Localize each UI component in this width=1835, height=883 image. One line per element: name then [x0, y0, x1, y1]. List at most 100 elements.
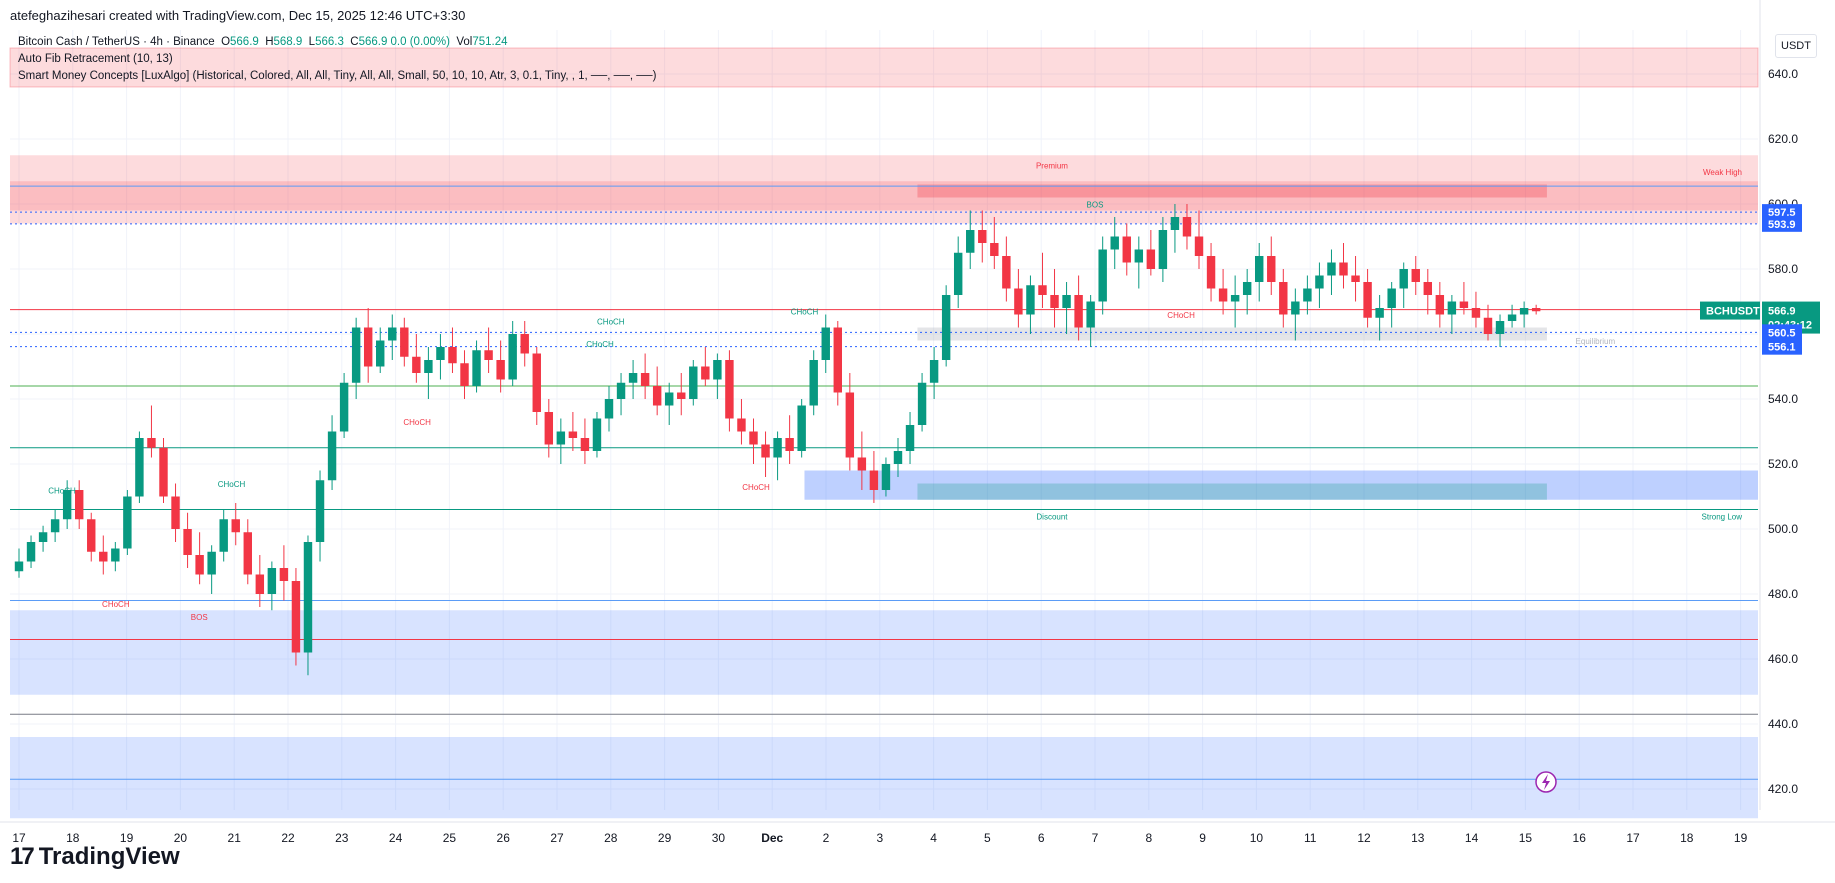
price-axis: 420.0440.0460.0480.0500.0520.0540.0560.0… — [1768, 67, 1798, 796]
symbol-tag-label: BCHUSDT — [1706, 306, 1760, 318]
time-tick-label: 17 — [1626, 831, 1640, 845]
indicator-fib[interactable]: Auto Fib Retracement (10, 13) — [18, 53, 173, 65]
candle — [1182, 204, 1192, 250]
currency-selector[interactable]: USDT — [1775, 34, 1817, 58]
structure-label: CHoCH — [218, 480, 246, 489]
candle — [1363, 269, 1372, 328]
candle-body — [532, 353, 541, 412]
high-label: H — [265, 36, 274, 48]
candle — [303, 535, 313, 676]
candle-body — [472, 350, 481, 386]
strong-low-label: Strong Low — [1702, 512, 1743, 521]
candle — [111, 542, 120, 572]
candle — [1074, 275, 1083, 341]
structure-label: BOS — [1087, 200, 1104, 209]
candle — [616, 373, 626, 416]
structure-label: CHoCH — [1167, 311, 1195, 320]
candle-body — [1242, 282, 1252, 295]
premium-inner-zone — [917, 184, 1547, 198]
time-tick-label: 11 — [1304, 831, 1317, 845]
candle-body — [1038, 285, 1047, 295]
candle-body — [219, 519, 228, 552]
candle-body — [1375, 308, 1384, 318]
candle — [1267, 236, 1276, 295]
candle-body — [448, 347, 457, 364]
candle-body — [929, 360, 939, 383]
candle-body — [785, 438, 794, 451]
lightning-icon — [1542, 774, 1550, 790]
candle-body — [1363, 282, 1372, 318]
price-tick-label: 480.0 — [1768, 587, 1798, 601]
candle — [1098, 236, 1107, 315]
candle — [267, 561, 277, 611]
candle — [929, 347, 939, 399]
candle — [1387, 282, 1396, 328]
candle-body — [990, 243, 999, 256]
candle-body — [388, 327, 397, 341]
candle — [1086, 295, 1095, 347]
time-tick-label: 19 — [1734, 831, 1748, 845]
candle-body — [580, 438, 590, 451]
candle-body — [1339, 262, 1348, 276]
structure-label: CHoCH — [48, 486, 76, 495]
candle — [376, 327, 385, 373]
structure-labels: CHoCH CHoCH CHoCH BOS CHoCH CHoCH CHoCH CHoCH CH… — [48, 200, 1195, 622]
candle — [1447, 295, 1457, 334]
candle-body — [1182, 217, 1192, 237]
candle — [183, 512, 192, 568]
candle — [1471, 291, 1481, 328]
candle-body — [279, 568, 289, 581]
alert-icon[interactable] — [1535, 771, 1557, 793]
price-tick-label: 500.0 — [1768, 522, 1798, 536]
candle-body — [1327, 262, 1336, 276]
time-tick-label: 29 — [658, 831, 672, 845]
candle — [400, 317, 409, 367]
candle-body — [869, 470, 879, 490]
price-level-box — [1762, 215, 1802, 232]
time-axis: 17 18 19 20 21 22 23 24 25 26 27 28 29 30 Dec 2 3 4 5 6 7 8 9 1… — [12, 831, 1747, 845]
candle — [857, 431, 867, 490]
candle-body — [1459, 301, 1469, 308]
candle — [1026, 275, 1035, 334]
candle — [291, 568, 301, 666]
tradingview-logo[interactable]: 17 TradingView — [10, 843, 180, 871]
candle — [713, 353, 722, 399]
time-tick-label: 26 — [497, 831, 511, 845]
candle — [207, 545, 216, 594]
candle-body — [1531, 308, 1541, 312]
candle-body — [713, 360, 722, 380]
candle — [881, 457, 891, 497]
price-tick-label: 440.0 — [1768, 717, 1798, 731]
candle — [821, 314, 830, 373]
candle-body — [1423, 282, 1433, 295]
candle-body — [99, 551, 108, 562]
candle-body — [1447, 301, 1457, 315]
candle-body — [1074, 295, 1083, 328]
symbol-legend-row[interactable]: Bitcoin Cash / TetherUS · 4h · Binance O… — [18, 34, 656, 51]
indicator-smc[interactable]: Smart Money Concepts [LuxAlgo] (Historic… — [18, 70, 657, 82]
price-level-label: 556.1 — [1768, 342, 1796, 354]
candle — [1242, 269, 1252, 315]
candle — [953, 236, 963, 308]
zones — [9, 47, 1759, 819]
candle — [1303, 275, 1312, 315]
candle-body — [1351, 275, 1360, 282]
candle-body — [1122, 236, 1131, 263]
candle-body — [1170, 217, 1180, 230]
time-tick-label: 25 — [443, 831, 457, 845]
time-tick-label: 28 — [604, 831, 618, 845]
candle — [1519, 301, 1529, 328]
candle-body — [1062, 295, 1071, 308]
time-tick-label: 20 — [174, 831, 188, 845]
candle-body — [231, 519, 240, 533]
price-tick-label: 420.0 — [1768, 782, 1798, 796]
candle-body — [400, 327, 409, 357]
candle — [1206, 243, 1216, 302]
candle-body — [1387, 288, 1396, 308]
time-tick-label: 16 — [1573, 831, 1587, 845]
price-tick-label: 580.0 — [1768, 262, 1798, 276]
candle — [255, 555, 265, 607]
candle — [1507, 304, 1517, 328]
candle-body — [339, 382, 349, 432]
